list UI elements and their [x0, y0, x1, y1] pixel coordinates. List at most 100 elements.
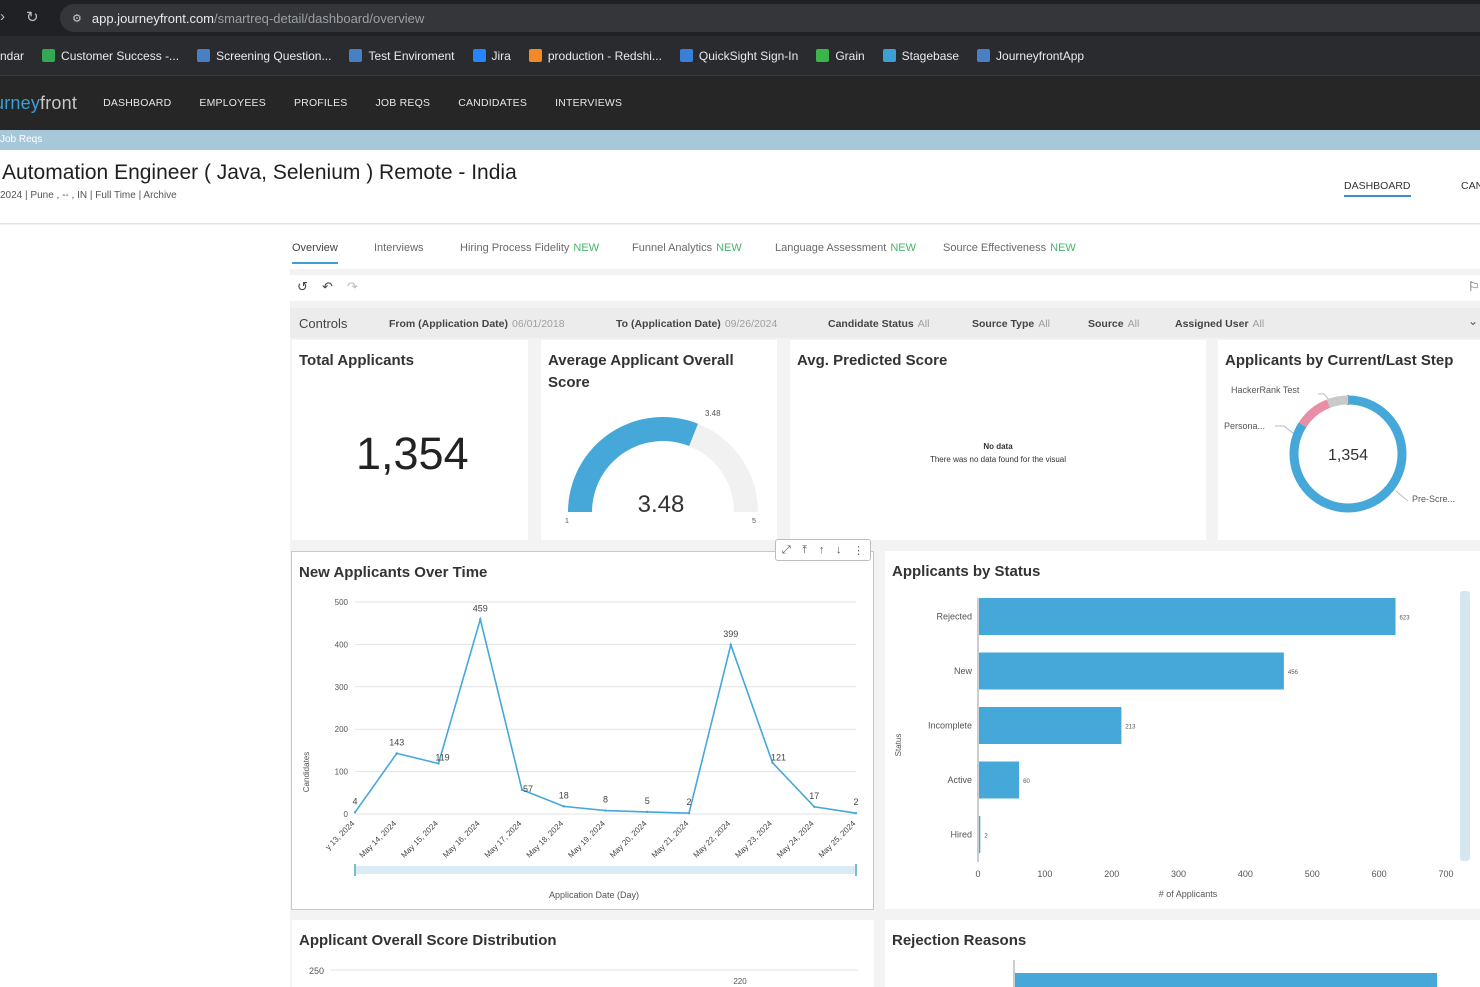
more-options-icon[interactable]: ⋮	[853, 544, 865, 557]
nav-profiles[interactable]: PROFILES	[293, 97, 348, 109]
subtab-source-effectiveness[interactable]: Source Effectiveness NEW	[943, 242, 1076, 254]
bookmark-item[interactable]: QuickSight Sign-In	[679, 49, 798, 63]
sort-asc-icon[interactable]: ↑	[818, 544, 825, 556]
dashboard-main: Overview Interviews Hiring Process Fidel…	[290, 225, 1480, 987]
bookmark-item[interactable]: Jira	[472, 49, 511, 63]
applicants-by-step-card[interactable]: Applicants by Current/Last Step 1,354 Ha…	[1218, 340, 1480, 540]
filter-assigned-user[interactable]: Assigned User All	[1175, 318, 1265, 330]
x-tick-label: May 15, 2024	[399, 819, 440, 860]
applicants-by-status-card[interactable]: Applicants by Status Status # of Applica…	[885, 551, 1480, 909]
nav-candidates[interactable]: CANDIDATES	[458, 97, 528, 109]
bookmark-item[interactable]: ndar	[0, 49, 24, 63]
data-label: 17	[809, 791, 819, 801]
data-point	[771, 761, 774, 764]
bookmark-item[interactable]: Test Enviroment	[349, 49, 455, 63]
subtab-funnel-analytics[interactable]: Funnel Analytics NEW	[632, 242, 742, 254]
nav-employees[interactable]: EMPLOYEES	[199, 97, 266, 109]
category-label: Incomplete	[928, 721, 972, 731]
breadcrumb-job-reqs[interactable]: Job Reqs	[0, 134, 43, 145]
nav-dashboard[interactable]: DASHBOARD	[103, 97, 172, 109]
bar-chart: Status # of Applicants 0 100 200 300 400 500 6…	[894, 598, 1454, 899]
subtab-interviews[interactable]: Interviews	[374, 242, 424, 254]
y-axis-label: Status	[894, 734, 903, 757]
site-settings-icon[interactable]: ⚙	[72, 12, 82, 25]
card-title: Total Applicants	[299, 352, 415, 369]
data-label: 18	[559, 790, 569, 800]
total-applicants-value: 1,354	[356, 428, 469, 479]
y-tick-label: 0	[344, 810, 349, 819]
category-label: Rejected	[936, 612, 972, 622]
x-tick-label: 300	[1171, 869, 1186, 879]
x-tick-label: May 21, 2024	[650, 819, 691, 860]
x-tick-label: May 22, 2024	[692, 819, 733, 860]
bookmark-item[interactable]: Grain	[816, 48, 865, 63]
x-axis-label: Application Date (Day)	[549, 890, 639, 900]
scrollbar[interactable]	[1460, 591, 1470, 861]
range-slider	[355, 866, 856, 874]
filter-source-type[interactable]: Source Type All	[972, 318, 1050, 330]
app-logo[interactable]: urneyfront	[0, 92, 78, 113]
avg-score-card[interactable]: Average Applicant Overall Score 3.48 1 5…	[541, 340, 777, 540]
x-tick-label: y 13, 2024	[324, 819, 357, 852]
bookmark-icon	[816, 49, 830, 62]
new-applicants-card[interactable]: ⤢ ⤒ ↑ ↓ ⋮ New Applicants Over Time Candi…	[291, 539, 874, 910]
gauge-fill	[568, 417, 698, 512]
tab-dashboard[interactable]: DASHBOARD	[1344, 180, 1411, 197]
x-tick-label: May 25, 2024	[817, 819, 858, 860]
data-label: 121	[771, 753, 786, 763]
redo-icon[interactable]: ↷	[347, 279, 358, 294]
rejection-reasons-card[interactable]: Rejection Reasons	[885, 920, 1480, 987]
card-title: Applicants by Current/Last Step	[1225, 352, 1454, 369]
card-title: Average Applicant Overall Score	[548, 352, 734, 391]
filter-source[interactable]: Source All	[1088, 318, 1140, 330]
x-tick-label: May 18, 2024	[525, 819, 566, 860]
forward-icon[interactable]: ›	[0, 8, 5, 25]
address-bar[interactable]: ⚙ app.journeyfront.com /smartreq-detail/…	[60, 4, 1480, 32]
bookmark-icon	[42, 49, 56, 62]
sort-desc-icon[interactable]: ↓	[835, 544, 842, 556]
bookmark-item[interactable]: Screening Question...	[197, 49, 331, 63]
chevron-down-icon[interactable]: ⌄	[1467, 314, 1478, 328]
bookmark-icon[interactable]: ⚐	[1468, 279, 1480, 294]
expand-icon[interactable]: ⤢	[781, 543, 791, 556]
donut-chart: 1,354 HackerRank Test Persona... Pre-Scr…	[1224, 385, 1455, 513]
filter-from-date[interactable]: From (Application Date) 06/01/2018	[389, 318, 565, 330]
filter-candidate-status[interactable]: Candidate Status All	[828, 318, 930, 330]
data-label: 4	[352, 796, 357, 806]
total-applicants-card[interactable]: Total Applicants 1,354	[292, 340, 528, 540]
donut-leader-prescreen	[1395, 490, 1409, 502]
x-tick-label: 0	[975, 869, 980, 879]
nav-interviews[interactable]: INTERVIEWS	[555, 97, 623, 109]
bookmark-icon	[882, 49, 896, 62]
y-tick-label: 200	[335, 725, 349, 734]
score-distribution-card[interactable]: Applicant Overall Score Distribution 250…	[292, 920, 874, 987]
bookmark-item[interactable]: Customer Success -...	[42, 49, 179, 63]
subtab-hiring-process-fidelity[interactable]: Hiring Process Fidelity NEW	[460, 242, 600, 254]
undo-icon[interactable]: ↶	[322, 279, 333, 294]
bookmark-item[interactable]: JourneyfrontApp	[977, 49, 1084, 63]
data-label: 57	[523, 784, 533, 794]
data-point	[437, 762, 440, 765]
y-tick-label: 400	[335, 640, 349, 649]
reload-icon[interactable]: ↻	[26, 9, 39, 26]
range-handle-right	[855, 864, 857, 876]
bookmark-label: Grain	[835, 48, 865, 63]
range-handle-left	[354, 864, 356, 876]
data-point	[395, 752, 398, 755]
bookmark-item[interactable]: production - Redshi...	[528, 49, 662, 63]
visual-menu: ⤢ ⤒ ↑ ↓ ⋮	[775, 539, 871, 561]
subtab-overview[interactable]: Overview	[292, 242, 338, 264]
export-icon[interactable]: ⤒	[802, 543, 808, 556]
bookmark-item[interactable]: Stagebase	[882, 49, 959, 63]
bar	[979, 707, 1122, 744]
subtab-language-assessment[interactable]: Language Assessment NEW	[775, 242, 916, 254]
x-tick-label: May 16, 2024	[441, 819, 482, 860]
no-data-message: No data There was no data found for the …	[929, 442, 1067, 464]
nav-job-reqs[interactable]: JOB REQS	[375, 97, 431, 109]
reset-icon[interactable]: ↺	[297, 279, 308, 294]
filter-to-date[interactable]: To (Application Date) 09/26/2024	[616, 318, 778, 330]
gauge-value: 3.48	[638, 491, 685, 518]
tab-candidates[interactable]: CAN	[1461, 180, 1480, 192]
avg-predicted-score-card[interactable]: Avg. Predicted Score No data There was n…	[790, 340, 1206, 540]
x-tick-label: 600	[1372, 869, 1387, 879]
